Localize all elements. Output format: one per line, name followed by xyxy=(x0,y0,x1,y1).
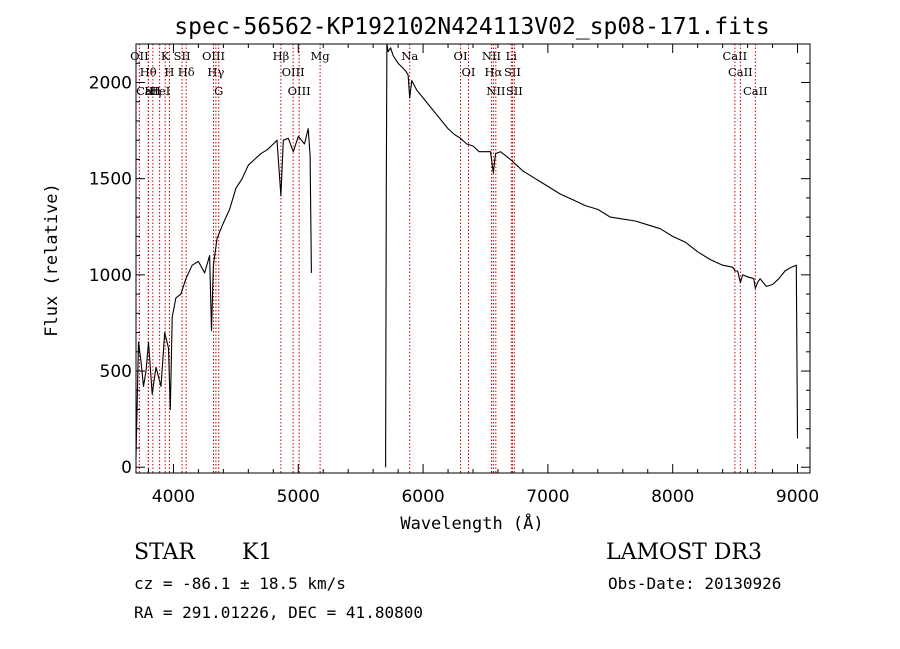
survey-name: LAMOST DR3 xyxy=(606,540,762,565)
x-axis-label: Wavelength (Å) xyxy=(400,512,543,534)
line-marker-label: OII xyxy=(130,49,149,63)
line-marker-label: NII xyxy=(482,49,501,63)
x-tick-label: 6000 xyxy=(401,487,444,507)
line-marker-label: CaII xyxy=(743,84,768,98)
axis-ticks: 4000 5000 6000 7000 8000 9000 0 500 1000 1500 2000 xyxy=(89,44,819,507)
object-subclass: K1 xyxy=(242,540,273,565)
line-marker-label: CaII xyxy=(722,49,747,63)
line-marker-label: OIII xyxy=(282,65,305,79)
y-tick-label: 2000 xyxy=(89,73,132,93)
line-marker-label: Hα xyxy=(484,65,502,79)
line-marker-label: Na xyxy=(401,49,418,63)
line-marker-label: OI xyxy=(462,65,476,79)
line-marker-label: NII xyxy=(486,84,505,98)
object-class: STAR xyxy=(134,540,195,565)
line-marker-label: Hβ xyxy=(273,49,290,63)
line-marker-label: SII xyxy=(504,65,521,79)
line-marker-label: CaII xyxy=(728,65,753,79)
line-marker-label: SII xyxy=(506,84,523,98)
line-marker-label: SII xyxy=(174,49,191,63)
x-tick-label: 9000 xyxy=(776,487,819,507)
line-marker-label: H xyxy=(164,65,174,79)
line-marker-label: OIII xyxy=(202,49,225,63)
line-marker-label: CaII xyxy=(136,84,161,98)
x-tick-label: 8000 xyxy=(651,487,694,507)
redshift-velocity: cz = -86.1 ± 18.5 km/s xyxy=(134,574,346,593)
spectrum-chart: spec-56562-KP192102N424113V02_sp08-171.f… xyxy=(42,14,819,534)
spectrum-line xyxy=(135,128,312,458)
y-tick-label: 0 xyxy=(121,458,132,478)
line-marker-label: Hγ xyxy=(207,65,224,79)
line-marker-label: Hη xyxy=(144,84,161,98)
line-marker-label: Li xyxy=(506,49,518,63)
x-tick-label: 7000 xyxy=(526,487,569,507)
x-tick-label: 5000 xyxy=(277,487,320,507)
flux-series xyxy=(135,43,799,468)
line-marker-label: HeI xyxy=(149,84,170,98)
line-marker-label: Hδ xyxy=(178,65,195,79)
line-marker-label: OI xyxy=(454,49,468,63)
line-marker-label: Mg xyxy=(311,49,331,63)
line-marker-label: OIII xyxy=(288,84,311,98)
y-tick-label: 500 xyxy=(100,362,132,382)
y-tick-label: 1500 xyxy=(89,170,132,190)
chart-title: spec-56562-KP192102N424113V02_sp08-171.f… xyxy=(174,14,769,40)
coordinates: RA = 291.01226, DEC = 41.80800 xyxy=(134,603,423,622)
spectrum-line xyxy=(385,43,799,468)
line-marker-label: G xyxy=(214,84,223,98)
y-axis-label: Flux (relative) xyxy=(42,183,62,337)
y-tick-label: 1000 xyxy=(89,266,132,286)
line-marker-label: K xyxy=(161,49,170,63)
x-tick-label: 4000 xyxy=(152,487,195,507)
observation-date: Obs-Date: 20130926 xyxy=(608,574,782,593)
line-marker-group: OIIHθCaIIHηHeIKHSIIHδOIIIHγGHβOIIIOIIIMg… xyxy=(130,44,768,473)
